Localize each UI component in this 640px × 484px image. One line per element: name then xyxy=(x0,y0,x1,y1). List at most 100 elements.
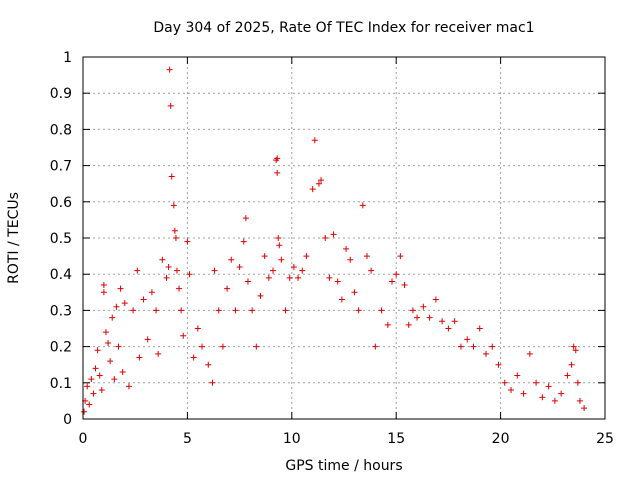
data-point xyxy=(190,354,197,361)
data-point xyxy=(558,390,565,397)
data-point xyxy=(445,325,452,332)
data-point xyxy=(173,267,180,274)
data-point xyxy=(581,405,588,412)
y-tick-label: 0.9 xyxy=(50,86,72,102)
data-point xyxy=(109,314,116,321)
data-point xyxy=(439,318,446,325)
data-point xyxy=(318,177,325,184)
data-point xyxy=(100,282,107,289)
data-point xyxy=(270,267,277,274)
data-point xyxy=(576,397,583,404)
data-point xyxy=(121,300,128,307)
data-point xyxy=(397,253,404,260)
x-tick-label: 20 xyxy=(492,431,510,447)
data-point xyxy=(244,278,251,285)
data-point xyxy=(90,390,97,397)
data-point xyxy=(420,303,427,310)
data-point xyxy=(338,296,345,303)
data-point xyxy=(574,379,581,386)
data-point xyxy=(102,329,109,336)
data-point xyxy=(253,343,260,350)
data-point xyxy=(257,292,264,299)
data-point xyxy=(172,235,179,241)
data-point xyxy=(572,347,579,354)
y-axis-label: ROTI / TECUs xyxy=(6,192,22,284)
data-point xyxy=(545,383,552,390)
data-point xyxy=(489,343,496,350)
data-point xyxy=(119,368,126,375)
y-tick-label: 0 xyxy=(63,412,72,428)
data-points xyxy=(81,66,588,415)
axis-layer: 00.10.20.30.40.50.60.70.80.910 5 10 15 20 25 xyxy=(50,50,614,447)
data-point xyxy=(92,365,99,372)
data-point xyxy=(184,238,191,245)
data-point xyxy=(155,350,162,357)
data-point xyxy=(130,307,137,314)
x-tick-label: 25 xyxy=(596,431,614,447)
data-point xyxy=(159,256,166,263)
data-point xyxy=(389,278,396,285)
y-tick-label: 0.6 xyxy=(50,195,72,211)
data-point xyxy=(180,332,187,339)
y-tick-label: 0.7 xyxy=(50,159,72,175)
plot-frame xyxy=(82,56,606,420)
data-point xyxy=(286,274,293,281)
data-point xyxy=(539,394,546,401)
data-point xyxy=(570,343,577,350)
data-point xyxy=(393,271,400,278)
data-point xyxy=(205,361,212,368)
data-point xyxy=(165,263,172,270)
data-point xyxy=(451,318,458,325)
data-point xyxy=(526,350,533,357)
data-point xyxy=(186,271,193,278)
data-point xyxy=(81,408,88,415)
data-point xyxy=(322,235,329,241)
data-point xyxy=(86,401,93,408)
data-point xyxy=(153,307,160,314)
data-point xyxy=(105,339,112,346)
data-point xyxy=(359,202,366,209)
data-point xyxy=(508,387,515,394)
chart-title: Day 304 of 2025, Rate Of TEC Index for r… xyxy=(153,20,534,36)
data-point xyxy=(236,263,243,270)
data-point xyxy=(167,102,174,109)
data-point xyxy=(84,383,91,390)
data-point xyxy=(148,289,155,296)
data-point xyxy=(176,285,183,292)
data-point xyxy=(199,343,206,350)
data-point xyxy=(278,256,285,263)
y-tick-label: 0.1 xyxy=(50,376,72,392)
data-point xyxy=(163,274,170,281)
data-point xyxy=(295,274,302,281)
data-point xyxy=(482,350,489,357)
data-point xyxy=(355,307,362,314)
data-point xyxy=(405,321,412,328)
x-tick-label: 0 xyxy=(79,431,88,447)
data-point xyxy=(265,274,272,281)
data-point xyxy=(100,289,107,296)
y-tick-label: 0.4 xyxy=(50,267,72,283)
data-point xyxy=(98,387,105,394)
data-point xyxy=(476,325,483,332)
data-point xyxy=(520,390,527,397)
data-point xyxy=(351,289,358,296)
x-tick-label: 15 xyxy=(387,431,405,447)
data-point xyxy=(309,186,316,193)
data-point xyxy=(134,267,141,274)
data-point xyxy=(457,343,464,350)
data-point xyxy=(347,256,354,263)
y-tick-label: 0.8 xyxy=(50,122,72,138)
data-point xyxy=(242,215,249,222)
data-point xyxy=(299,267,306,274)
data-point xyxy=(140,296,147,303)
data-point xyxy=(240,238,247,245)
data-point xyxy=(384,321,391,328)
data-point xyxy=(409,307,416,314)
data-point xyxy=(426,314,433,321)
data-point xyxy=(501,379,508,386)
data-point xyxy=(514,372,521,379)
data-point xyxy=(290,263,297,270)
data-point xyxy=(111,376,118,383)
data-point xyxy=(334,278,341,285)
